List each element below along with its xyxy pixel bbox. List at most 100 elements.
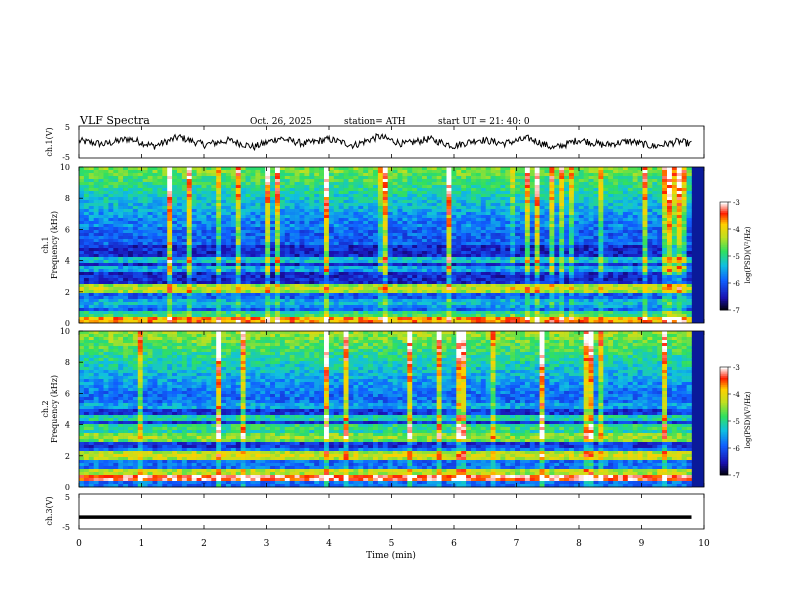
spectrogram-cell: [677, 281, 682, 284]
spectrogram-cell: [319, 239, 324, 242]
spectrogram-cell: [388, 275, 393, 278]
spectrogram-cell: [280, 284, 285, 287]
spectrogram-cell: [481, 218, 486, 221]
spectrogram-cell: [334, 245, 339, 248]
spectrogram-cell: [94, 218, 99, 221]
spectrogram-cell: [559, 209, 564, 212]
spectrogram-cell: [211, 236, 216, 239]
spectrogram-cell: [280, 209, 285, 212]
spectrogram-cell: [398, 191, 403, 194]
spectrogram-cell: [236, 230, 241, 233]
spectrogram-cell: [417, 272, 422, 275]
spectrogram-cell: [613, 173, 618, 176]
spectrogram-cell: [182, 167, 187, 170]
spectrogram-cell: [579, 197, 584, 200]
spectrogram-cell: [437, 206, 442, 209]
spectrogram-cell: [358, 224, 363, 227]
spectrogram-cell: [84, 170, 89, 173]
spectrogram-cell: [99, 236, 104, 239]
spectrogram-cell: [143, 197, 148, 200]
spectrogram-cell: [388, 242, 393, 245]
spectrogram-cell: [466, 233, 471, 236]
spectrogram-cell: [280, 224, 285, 227]
spectrogram-cell: [138, 266, 143, 269]
spectrogram-cell: [353, 266, 358, 269]
spectrogram-cell: [603, 194, 608, 197]
spectrogram-cell: [324, 200, 329, 203]
spectrogram-cell: [398, 248, 403, 251]
spectrogram-cell: [378, 203, 383, 206]
spectrogram-cell: [192, 170, 197, 173]
spectrogram-cell: [300, 281, 305, 284]
spectrogram-cell: [300, 218, 305, 221]
spectrogram-cell: [99, 218, 104, 221]
spectrogram-cell: [270, 182, 275, 185]
spectrogram-cell: [589, 179, 594, 182]
spectrogram-cell: [447, 257, 452, 260]
spectrogram-cell: [682, 209, 687, 212]
spectrogram-cell: [368, 266, 373, 269]
spectrogram-cell: [628, 191, 633, 194]
spectrogram-cell: [520, 212, 525, 215]
spectrogram-cell: [677, 278, 682, 281]
spectrogram-cell: [520, 206, 525, 209]
spectrogram-cell: [652, 263, 657, 266]
spectrogram-cell: [353, 248, 358, 251]
spectrogram-cell: [329, 176, 334, 179]
spectrogram-cell: [549, 188, 554, 191]
spectrogram-cell: [314, 173, 319, 176]
spectrogram-cell: [672, 272, 677, 275]
spectrogram-cell: [549, 176, 554, 179]
spectrogram-cell: [554, 254, 559, 257]
spectrogram-cell: [221, 209, 226, 212]
spectrogram-cell: [108, 203, 113, 206]
spectrogram-cell: [349, 230, 354, 233]
spectrogram-cell: [368, 176, 373, 179]
spectrogram-cell: [545, 167, 550, 170]
spectrogram-cell: [535, 245, 540, 248]
spectrogram-cell: [89, 224, 94, 227]
spectrogram-cell: [378, 209, 383, 212]
spectrogram-cell: [363, 236, 368, 239]
spectrogram-cell: [584, 272, 589, 275]
spectrogram-cell: [427, 242, 432, 245]
spectrogram-cell: [647, 179, 652, 182]
spectrogram-cell: [99, 266, 104, 269]
spectrogram-cell: [476, 230, 481, 233]
spectrogram-cell: [633, 212, 638, 215]
spectrogram-cell: [682, 251, 687, 254]
spectrogram-cell: [373, 188, 378, 191]
spectrogram-cell: [554, 230, 559, 233]
spectrogram-cell: [383, 203, 388, 206]
spectrogram-cell: [285, 269, 290, 272]
spectrogram-cell: [89, 278, 94, 281]
spectrogram-cell: [383, 200, 388, 203]
spectrogram-cell: [270, 170, 275, 173]
spectrogram-cell: [206, 221, 211, 224]
spectrogram-cell: [329, 278, 334, 281]
spectrogram-cell: [162, 266, 167, 269]
spectrogram-cell: [388, 281, 393, 284]
spectrogram-cell: [231, 182, 236, 185]
spectrogram-cell: [505, 275, 510, 278]
spectrogram-cell: [402, 173, 407, 176]
spectrogram-cell: [540, 275, 545, 278]
ch1-ylabel: ch.1(V): [45, 127, 54, 156]
spectrogram-cell: [598, 173, 603, 176]
spectrogram-cell: [677, 275, 682, 278]
spectrogram-cell: [177, 284, 182, 287]
spectrogram-cell: [192, 179, 197, 182]
spectrogram-cell: [579, 176, 584, 179]
spectrogram-cell: [402, 206, 407, 209]
spectrogram-cell: [94, 266, 99, 269]
spectrogram-cell: [456, 176, 461, 179]
spectrogram-cell: [662, 200, 667, 203]
spectrogram-cell: [251, 278, 256, 281]
spectrogram-cell: [417, 176, 422, 179]
spectrogram-cell: [447, 242, 452, 245]
spectrogram-cell: [652, 281, 657, 284]
spectrogram-cell: [99, 263, 104, 266]
spectrogram-cell: [393, 266, 398, 269]
spectrogram-cell: [613, 200, 618, 203]
spectrogram-cell: [295, 266, 300, 269]
